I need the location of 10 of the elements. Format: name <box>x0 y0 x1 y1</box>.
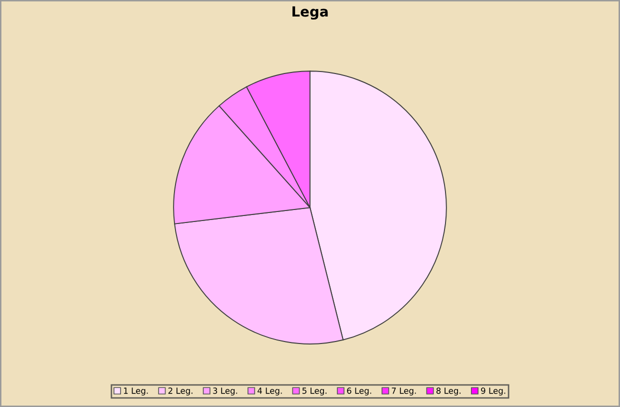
legend-label: 2 Leg. <box>168 388 192 396</box>
legend-label: 5 Leg. <box>302 388 326 396</box>
legend-label: 4 Leg. <box>258 388 282 396</box>
legend-label: 1 Leg. <box>124 388 148 396</box>
legend-label: 7 Leg. <box>392 388 416 396</box>
legend-label: 8 Leg. <box>436 388 460 396</box>
legend-label: 3 Leg. <box>213 388 238 396</box>
legend-label: 9 Leg. <box>481 388 506 396</box>
chart-title: Lega <box>292 6 328 20</box>
legend-label: 6 Leg. <box>347 388 372 396</box>
